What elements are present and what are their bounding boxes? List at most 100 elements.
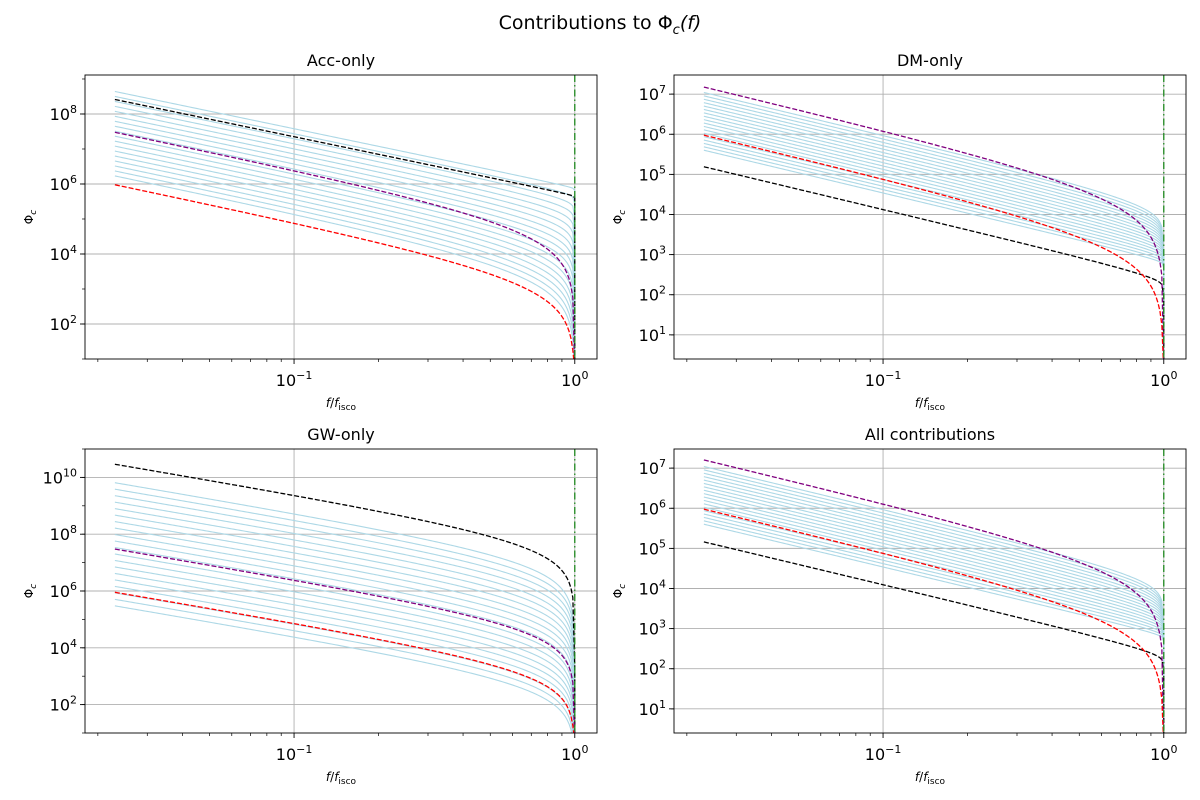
- red-dashed-curve: [114, 591, 575, 733]
- family-curve: [114, 155, 575, 359]
- x-tick-label: 10−1: [276, 743, 313, 764]
- x-axis-label: f/fisco: [326, 770, 357, 787]
- family-curve: [114, 546, 576, 733]
- y-tick-label: 107: [639, 457, 666, 478]
- black-dashed-curve: [114, 98, 576, 359]
- family-curve: [114, 95, 576, 359]
- family-curve: [703, 476, 1165, 733]
- family-curve: [703, 95, 1165, 359]
- family-curve: [114, 120, 576, 359]
- y-tick-label: 108: [50, 523, 77, 544]
- x-axis-label: f/fisco: [915, 770, 946, 787]
- family-curve: [703, 98, 1165, 359]
- family-curve: [703, 132, 1165, 359]
- panel-3: 10−1 100 102 104 106 108 1010 GW-only f/fisco Φc: [22, 425, 598, 787]
- family-curve: [114, 125, 576, 359]
- panel-title: GW-only: [307, 425, 374, 444]
- family-curve: [703, 119, 1165, 359]
- family-curve: [114, 501, 576, 733]
- x-tick-label: 10−1: [276, 369, 313, 390]
- family-curve: [703, 115, 1165, 359]
- family-curve: [114, 100, 576, 359]
- x-tick-label: 10−1: [865, 743, 902, 764]
- family-curve: [703, 139, 1165, 359]
- family-curve: [114, 508, 576, 733]
- family-curve: [114, 514, 576, 733]
- y-tick-label: 101: [639, 698, 666, 719]
- family-curve: [114, 130, 576, 359]
- family-curve: [703, 136, 1165, 359]
- plot-area: [703, 449, 1165, 733]
- y-tick-label: 106: [639, 497, 666, 518]
- family-curve: [114, 559, 575, 733]
- family-curve: [703, 486, 1165, 733]
- family-curve: [114, 110, 576, 359]
- panel-2: 10−1 100 101 102 103 104 105 106 107 DM-only f/fis…: [611, 51, 1187, 413]
- family-curve: [703, 523, 1165, 733]
- black-dashed-curve: [703, 166, 1165, 359]
- y-tick-label: 107: [639, 83, 666, 104]
- y-tick-label: 106: [50, 173, 77, 194]
- family-curve: [114, 495, 576, 733]
- x-tick-label: 10−1: [865, 369, 902, 390]
- axes-frame: [673, 74, 1187, 360]
- panel-4: 10−1 100 101 102 103 104 105 106 107 All contribu…: [611, 425, 1187, 787]
- panel-1: 10−1 100 102 104 106 108 Acc-only f/fisco Φc: [22, 51, 598, 413]
- purple-dashed-curve: [114, 131, 576, 359]
- family-curve: [114, 482, 576, 733]
- family-curve: [114, 175, 575, 359]
- family-curve: [114, 105, 576, 359]
- family-curve: [703, 129, 1165, 359]
- axes-frame: [673, 448, 1187, 734]
- family-curve: [703, 482, 1165, 733]
- figure-title-subscript: c: [672, 22, 680, 38]
- family-curve: [114, 534, 576, 733]
- family-curve: [114, 170, 575, 359]
- family-curve: [114, 488, 576, 733]
- y-tick-label: 104: [50, 243, 77, 264]
- purple-dashed-curve: [114, 548, 576, 733]
- red-dashed-curve: [703, 134, 1164, 359]
- family-curve: [703, 493, 1165, 733]
- axes-frame: [84, 74, 598, 360]
- x-tick-label: 100: [561, 369, 588, 390]
- x-tick-label: 100: [1150, 743, 1177, 764]
- family-curve: [703, 472, 1165, 733]
- y-axis-label: Φc: [611, 584, 628, 598]
- y-tick-label: 102: [50, 694, 77, 715]
- panel-title: All contributions: [865, 425, 995, 444]
- black-dashed-curve: [114, 463, 576, 733]
- y-tick-label: 103: [639, 618, 666, 639]
- family-curve: [703, 102, 1165, 359]
- y-tick-label: 102: [639, 658, 666, 679]
- y-tick-label: 106: [639, 123, 666, 144]
- family-curve: [114, 585, 575, 733]
- x-tick-label: 100: [1150, 369, 1177, 390]
- x-tick-label: 100: [561, 743, 588, 764]
- family-curve: [114, 553, 576, 733]
- family-curve: [114, 605, 573, 733]
- family-curve: [703, 91, 1165, 359]
- family-curve: [703, 510, 1165, 733]
- plot-area: [114, 75, 576, 359]
- family-curve: [703, 489, 1165, 733]
- y-tick-label: 104: [639, 203, 666, 224]
- figure-title-argument: (f): [679, 12, 702, 34]
- y-tick-label: 1010: [43, 466, 77, 487]
- y-axis-label: Φc: [611, 210, 628, 224]
- y-tick-label: 102: [50, 313, 77, 334]
- figure-title: Contributions to Φc(f): [0, 12, 1200, 38]
- family-curve: [703, 125, 1165, 359]
- family-curve: [114, 540, 576, 733]
- family-curve: [114, 572, 575, 733]
- family-curve: [703, 108, 1165, 359]
- family-curve: [114, 160, 575, 359]
- family-curve: [114, 566, 575, 733]
- y-axis-label: Φc: [22, 584, 39, 598]
- panel-title: DM-only: [897, 51, 963, 70]
- family-curve: [703, 112, 1165, 359]
- family-curve: [114, 145, 576, 359]
- family-curve: [114, 598, 574, 733]
- y-tick-label: 105: [639, 537, 666, 558]
- figure-title-phi: Φ: [657, 12, 673, 34]
